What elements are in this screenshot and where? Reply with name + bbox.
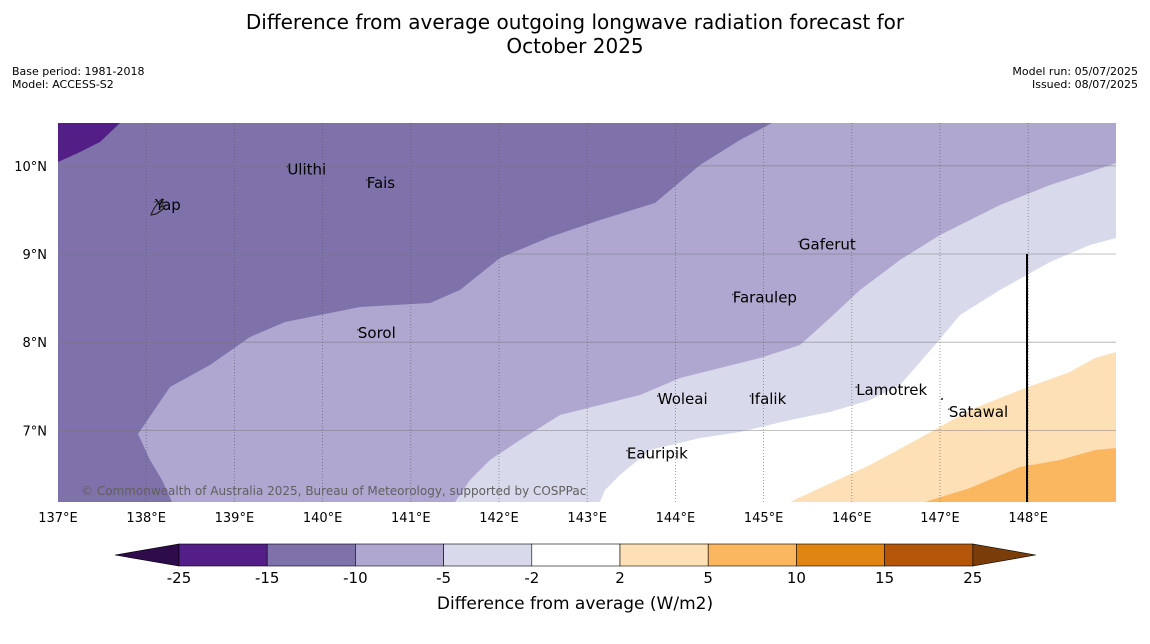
island-marker	[365, 179, 368, 181]
tick-labels: 137°E 138°E 139°E 140°E 141°E 142°E 143°E 144°E…	[14, 160, 1048, 526]
model-run: Model run: 05/07/2025	[1012, 65, 1138, 78]
colorbar-tick-label: 5	[703, 569, 713, 587]
colorbar-tick-label: 15	[875, 569, 894, 587]
copyright-text: © Commonwealth of Australia 2025, Bureau…	[81, 484, 586, 498]
island-label: Gaferut	[799, 236, 856, 254]
colorbar-swatch	[531, 543, 621, 567]
colorbar-tick-label: -2	[524, 569, 539, 587]
gridlines	[58, 123, 1116, 502]
colorbar-over-arrow	[972, 543, 1036, 567]
colorbar-tick-label: -25	[167, 569, 192, 587]
island-label: Woleai	[658, 390, 708, 408]
colorbar-swatch	[266, 543, 356, 567]
lon-tick-label: 139°E	[215, 511, 255, 526]
island-marker	[948, 408, 950, 410]
band-5-10	[925, 448, 1116, 502]
island-label: Fais	[367, 174, 396, 192]
colorbar-tick-label: -5	[436, 569, 451, 587]
band-neg25-neg15	[58, 123, 120, 162]
colorbar-tick-label: -10	[343, 569, 368, 587]
lon-tick-label: 146°E	[832, 511, 872, 526]
colorbar-tick-label: 25	[963, 569, 982, 587]
lon-tick-label: 143°E	[567, 511, 607, 526]
lon-tick-label: 140°E	[303, 511, 343, 526]
island-marker	[286, 165, 289, 168]
lon-tick-label: 145°E	[744, 511, 784, 526]
base-period: Base period: 1981-2018	[12, 65, 145, 78]
colorbar-tick-label: -15	[255, 569, 280, 587]
island-marker	[731, 293, 734, 296]
band-neg15-neg10	[58, 123, 772, 502]
lon-tick-label: 144°E	[656, 511, 696, 526]
lon-tick-label: 147°E	[920, 511, 960, 526]
colorbar-swatch	[884, 543, 974, 567]
colorbar-title: Difference from average (W/m2)	[436, 594, 714, 614]
island-marker	[855, 386, 858, 388]
island-marker	[941, 398, 943, 400]
island-label: Ifalik	[750, 390, 786, 408]
island-marker	[154, 201, 156, 203]
colorbar-tick-label: 2	[615, 569, 625, 587]
colorbar-swatch	[355, 543, 444, 567]
lat-tick-label: 9°N	[23, 248, 48, 263]
island-label: Yap	[154, 196, 181, 214]
lon-tick-label: 141°E	[391, 511, 431, 526]
colorbar-swatch	[178, 543, 268, 567]
island-label: Satawal	[949, 403, 1008, 421]
lat-tick-label: 7°N	[23, 424, 48, 439]
island-labels: Ulithi Fais Yap Gaferut Faraulep Sorol Lamotre…	[154, 161, 1008, 463]
title-line-2: October 2025	[506, 34, 644, 58]
lon-tick-label: 142°E	[479, 511, 519, 526]
island-marker	[357, 328, 359, 331]
colorbar-swatch	[619, 543, 709, 567]
colorbar-tick-label: 10	[787, 569, 806, 587]
island-label: Eauripik	[627, 445, 688, 463]
island-marker	[656, 395, 659, 397]
colorbar: -25 -15 -10 -5 -2 2 5 10 15 25	[114, 543, 1036, 587]
lat-tick-label: 8°N	[23, 336, 48, 351]
issued-date: Issued: 08/07/2025	[1031, 78, 1138, 91]
chart-title: Difference from average outgoing longwav…	[0, 10, 1150, 58]
island-label: Sorol	[358, 324, 396, 342]
meta-right: Model run: 05/07/2025 Issued: 08/07/2025	[1012, 65, 1138, 91]
model-name: Model: ACCESS-S2	[12, 78, 114, 91]
colorbar-under-arrow	[114, 543, 180, 567]
island-marker	[798, 240, 800, 243]
yap-island-shape	[150, 197, 167, 216]
island-marker	[626, 449, 628, 452]
island-label: Lamotrek	[856, 381, 927, 399]
lon-tick-label: 148°E	[1008, 511, 1048, 526]
island-marker	[749, 395, 752, 397]
lon-tick-label: 137°E	[38, 511, 78, 526]
title-line-1: Difference from average outgoing longwav…	[245, 10, 905, 34]
island-label: Faraulep	[733, 289, 797, 307]
island-label: Ulithi	[287, 161, 326, 179]
lon-tick-label: 138°E	[126, 511, 166, 526]
colorbar-swatch	[796, 543, 885, 567]
meta-left: Base period: 1981-2018 Model: ACCESS-S2	[12, 65, 144, 91]
colorbar-swatch	[707, 543, 797, 567]
colorbar-swatch	[443, 543, 533, 567]
lat-tick-label: 10°N	[14, 160, 47, 175]
